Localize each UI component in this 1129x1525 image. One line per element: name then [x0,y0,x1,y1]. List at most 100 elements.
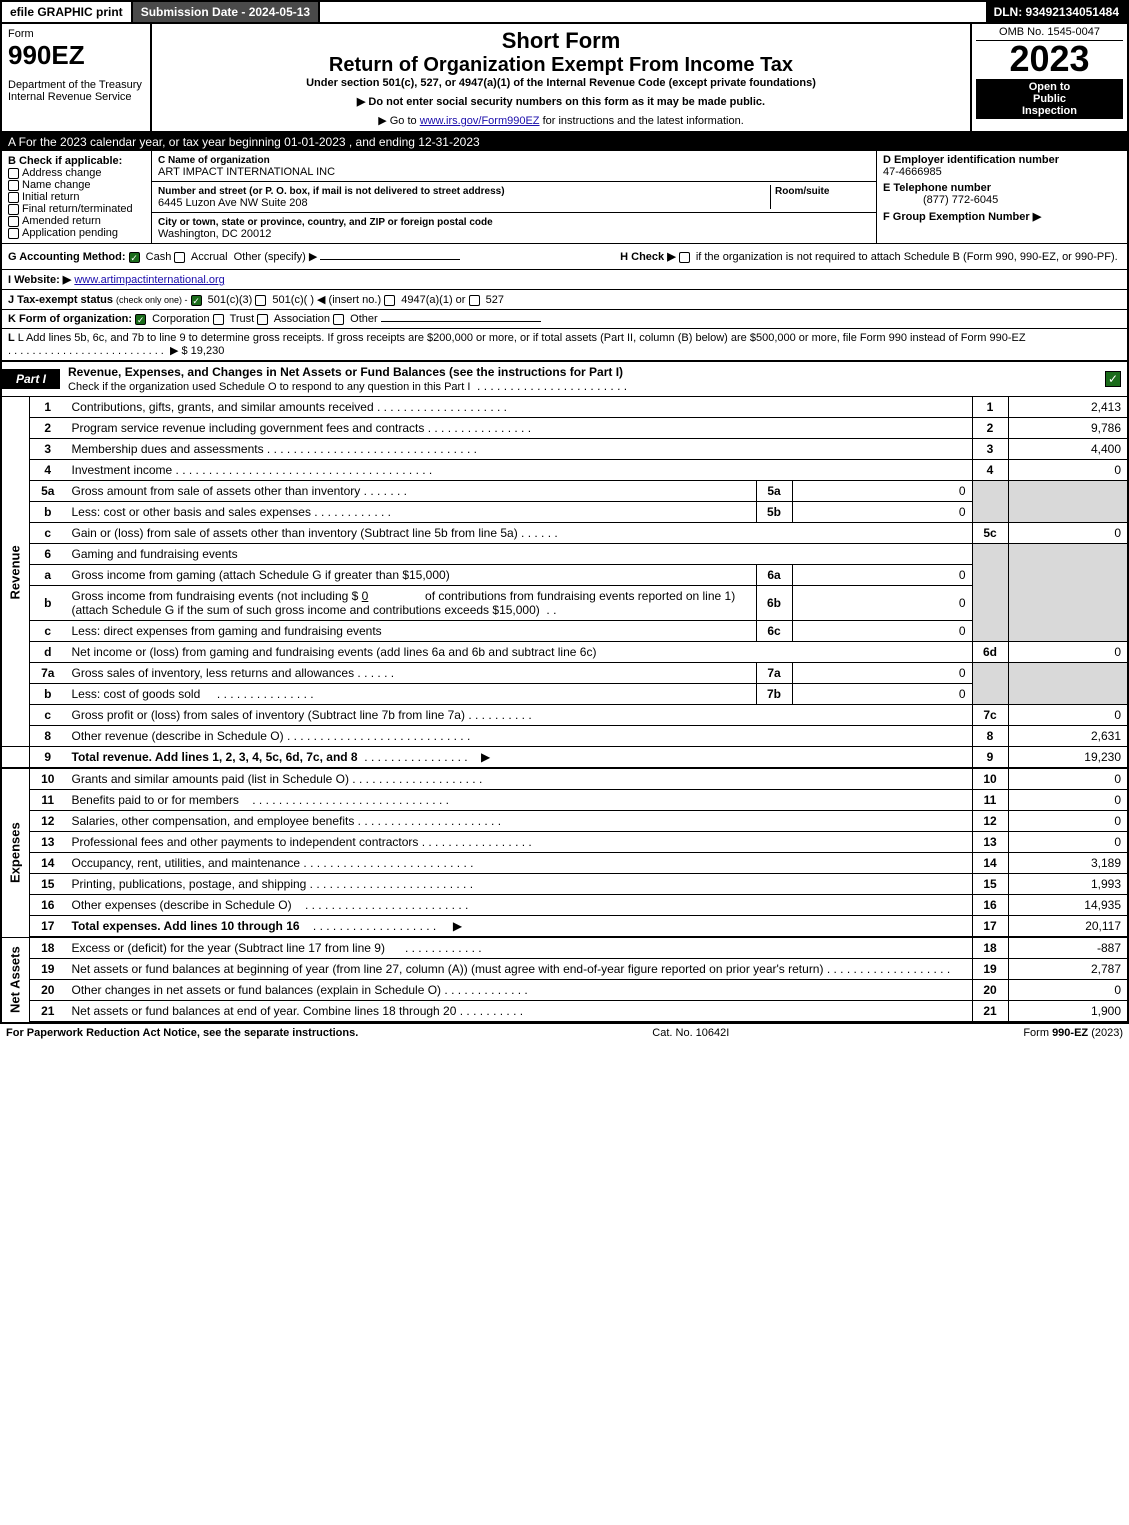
section-b: B Check if applicable: Address change Na… [2,151,152,243]
lbl-amended-return: Amended return [22,215,101,227]
line-4-num: 4 [30,460,66,481]
city-value: Washington, DC 20012 [158,228,271,240]
grey-block-7v [1008,663,1128,705]
line-5b-desc: Less: cost or other basis and sales expe… [72,505,311,519]
chk-trust[interactable] [213,314,224,325]
chk-name-change[interactable] [8,180,19,191]
line-2-desc: Program service revenue including govern… [72,421,425,435]
line-9-val: 19,230 [1008,747,1128,769]
chk-initial-return[interactable] [8,192,19,203]
chk-association[interactable] [257,314,268,325]
form-label: Form [8,28,144,40]
section-k-form-org: K Form of organization: ✓ Corporation Tr… [0,310,1129,329]
l-value: ▶ $ 19,230 [170,345,224,357]
line-6a-desc: Gross income from gaming (attach Schedul… [72,568,450,582]
lbl-association: Association [274,313,330,325]
line-9-num: 9 [30,747,66,769]
chk-4947[interactable] [384,295,395,306]
line-12-desc: Salaries, other compensation, and employ… [72,814,355,828]
line-18-num: 18 [30,937,66,959]
line-6c-subnum: 6c [756,621,792,642]
line-16-num: 16 [30,895,66,916]
open-to: Open to [980,81,1119,93]
line-3-rnum: 3 [972,439,1008,460]
website-link[interactable]: www.artimpactinternational.org [74,274,224,286]
chk-application-pending[interactable] [8,228,19,239]
org-name: ART IMPACT INTERNATIONAL INC [158,166,335,178]
line-17-desc: Total expenses. Add lines 10 through 16 [72,919,300,933]
chk-501c[interactable] [255,295,266,306]
line-21-desc: Net assets or fund balances at end of ye… [72,1004,457,1018]
lbl-other-org: Other [350,313,378,325]
line-6b-desc1: Gross income from fundraising events (no… [72,589,359,603]
group-exemption-label: F Group Exemption Number ▶ [883,211,1041,223]
street-value: 6445 Luzon Ave NW Suite 208 [158,197,308,209]
lbl-501c3: 501(c)(3) [208,294,253,306]
line-15-rnum: 15 [972,874,1008,895]
part-i-title: Revenue, Expenses, and Changes in Net As… [60,362,1105,396]
line-17-rnum: 17 [972,916,1008,938]
other-org-input[interactable] [381,321,541,322]
chk-final-return[interactable] [8,204,19,215]
line-18-rnum: 18 [972,937,1008,959]
line-5a-subval: 0 [792,481,972,502]
open-public-inspection: Open to Public Inspection [976,79,1123,119]
line-3-num: 3 [30,439,66,460]
line-7a-subval: 0 [792,663,972,684]
chk-cash[interactable]: ✓ [129,252,140,263]
line-5c-val: 0 [1008,523,1128,544]
irs-link[interactable]: www.irs.gov/Form990EZ [420,115,540,127]
lbl-address-change: Address change [22,167,102,179]
chk-other-org[interactable] [333,314,344,325]
line-2-num: 2 [30,418,66,439]
h-label: H Check ▶ [620,251,676,263]
other-method-input[interactable] [320,259,460,260]
lbl-4947: 4947(a)(1) or [401,294,465,306]
line-17-num: 17 [30,916,66,938]
website-label: I Website: ▶ [8,274,71,286]
line-5b-subval: 0 [792,502,972,523]
line-16-val: 14,935 [1008,895,1128,916]
line-6b-subnum: 6b [756,586,792,621]
j-note: (check only one) - [116,295,188,305]
chk-address-change[interactable] [8,168,19,179]
line-2-val: 9,786 [1008,418,1128,439]
line-10-num: 10 [30,768,66,790]
ein-label: D Employer identification number [883,154,1059,166]
chk-schedule-o-part-i[interactable]: ✓ [1105,371,1121,387]
section-l: L L Add lines 5b, 6c, and 7b to line 9 t… [0,329,1129,361]
line-15-val: 1,993 [1008,874,1128,895]
line-5c-rnum: 5c [972,523,1008,544]
line-18-desc: Excess or (deficit) for the year (Subtra… [72,941,385,955]
line-6d-val: 0 [1008,642,1128,663]
line-3-desc: Membership dues and assessments [72,442,264,456]
line-5a-subnum: 5a [756,481,792,502]
chk-527[interactable] [469,295,480,306]
chk-amended-return[interactable] [8,216,19,227]
line-13-val: 0 [1008,832,1128,853]
line-6d-desc: Net income or (loss) from gaming and fun… [72,645,597,659]
section-d-e-f: D Employer identification number47-46669… [877,151,1127,243]
line-6d-num: d [30,642,66,663]
lbl-527: 527 [486,294,504,306]
line-11-val: 0 [1008,790,1128,811]
chk-schedule-b[interactable] [679,252,690,263]
chk-accrual[interactable] [174,252,185,263]
sidecat-netassets: Net Assets [1,937,30,1022]
line-7b-subnum: 7b [756,684,792,705]
line-19-rnum: 19 [972,959,1008,980]
line-8-desc: Other revenue (describe in Schedule O) [72,729,284,743]
chk-corporation[interactable]: ✓ [135,314,146,325]
lbl-initial-return: Initial return [22,191,79,203]
efile-label: efile GRAPHIC print [2,2,133,22]
top-bar: efile GRAPHIC print Submission Date - 20… [0,0,1129,24]
ssn-note: ▶ Do not enter social security numbers o… [158,95,964,108]
part-i-tab: Part I [2,369,60,389]
line-11-rnum: 11 [972,790,1008,811]
lbl-501c: 501(c)( ) ◀ (insert no.) [272,294,381,306]
inspection: Inspection [980,105,1119,117]
chk-501c3[interactable]: ✓ [191,295,202,306]
line-6-num: 6 [30,544,66,565]
goto-suffix: for instructions and the latest informat… [540,115,744,127]
line-5c-desc: Gain or (loss) from sale of assets other… [72,526,518,540]
